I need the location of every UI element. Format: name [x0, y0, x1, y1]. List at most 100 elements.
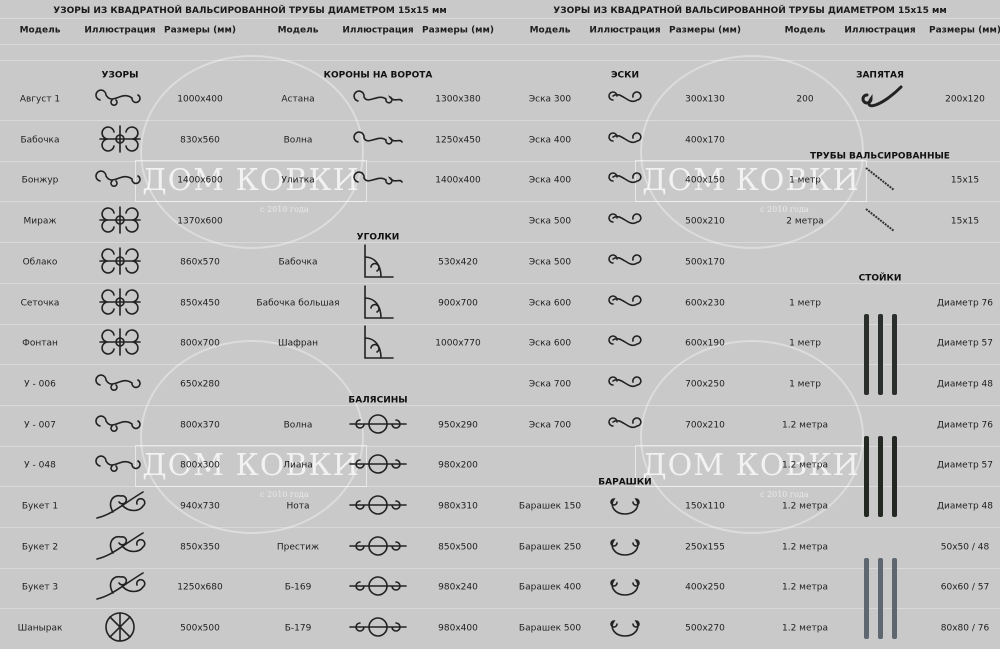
model-name: Бабочка большая: [256, 298, 340, 308]
row-divider: [0, 44, 500, 45]
table-title: УЗОРЫ ИЗ КВАДРАТНОЙ ВАЛЬСИРОВАННОЙ ТРУБЫ…: [553, 6, 947, 16]
row-divider: [500, 323, 1000, 325]
row-divider: [0, 282, 500, 284]
size-value: 500x270: [685, 623, 725, 634]
row-divider: [500, 18, 1000, 19]
column-header: Размеры (мм): [928, 25, 1000, 36]
model-name: Август 1: [19, 94, 61, 105]
crown-ornament-icon: [350, 87, 406, 113]
size-value: Диаметр 48: [937, 501, 993, 512]
size-value: 900x700: [438, 298, 478, 308]
size-value: 850x500: [438, 542, 478, 553]
model-name: Волна: [283, 135, 313, 146]
lattice-ornament-icon: [94, 244, 146, 282]
size-value: 60x60 / 57: [940, 582, 990, 593]
s-scroll-icon: [605, 414, 645, 438]
model-name: 1 метр: [789, 338, 821, 349]
watermark-logo-text: ДОМ КОВКИ: [635, 160, 867, 202]
model-name: Шафран: [278, 338, 318, 349]
size-value: 1300x380: [435, 94, 481, 105]
section-heading: КОРОНЫ НА ВОРОТА: [323, 70, 433, 81]
row-divider: [500, 608, 1000, 610]
size-value: 850x450: [180, 298, 220, 308]
model-name: 1.2 метра: [782, 420, 828, 431]
model-name: Б-169: [284, 582, 312, 593]
size-value: Диаметр 76: [937, 420, 993, 431]
size-value: 530x420: [438, 257, 478, 268]
baluster-icon: [348, 411, 408, 441]
size-value: 15x15: [950, 175, 980, 186]
model-name: Улитка: [281, 175, 315, 186]
section-heading: БАРАШКИ: [598, 477, 652, 488]
size-value: 250x155: [685, 542, 725, 553]
lattice-ornament-icon: [94, 203, 146, 241]
model-name: У - 048: [24, 460, 56, 471]
model-name: Бабочка: [20, 135, 60, 146]
s-scroll-icon: [605, 129, 645, 153]
model-name: Нота: [286, 501, 310, 512]
size-value: 150x110: [685, 501, 725, 512]
model-name: Букет 3: [21, 582, 59, 593]
size-value: Диаметр 48: [937, 379, 993, 390]
size-value: 200x120: [945, 94, 985, 105]
corner-icon: [361, 284, 395, 324]
size-value: 1400x600: [177, 175, 223, 186]
size-value: 300x130: [685, 94, 725, 105]
size-value: 15x15: [950, 216, 980, 227]
watermark-logo-text: ДОМ КОВКИ: [635, 445, 867, 487]
model-name: Мираж: [23, 216, 57, 227]
watermark-circle: [140, 55, 364, 249]
column-header: Размеры (мм): [163, 25, 237, 36]
model-name: Эска 400: [528, 135, 572, 146]
watermark-logo-text: ДОМ КОВКИ: [135, 160, 367, 202]
model-name: Барашек 500: [518, 623, 582, 634]
model-name: 1.2 метра: [782, 542, 828, 553]
model-name: Эска 500: [528, 257, 572, 268]
s-scroll-icon: [605, 292, 645, 316]
column-header: Иллюстрация: [844, 25, 916, 36]
section-heading: УГОЛКИ: [356, 232, 400, 243]
column-header: Иллюстрация: [342, 25, 414, 36]
baluster-icon: [348, 451, 408, 481]
size-value: 800x700: [180, 338, 220, 349]
row-divider: [500, 44, 1000, 45]
size-value: Диаметр 76: [937, 298, 993, 308]
size-value: Диаметр 57: [937, 338, 993, 349]
column-header: Модель: [277, 25, 319, 36]
post-galvanized-icon: [864, 557, 869, 640]
comma-scroll-icon: [857, 83, 903, 117]
model-name: Букет 1: [21, 501, 59, 512]
size-value: 1400x400: [435, 175, 481, 186]
post-galvanized-icon: [892, 557, 897, 640]
s-scroll-icon: [605, 373, 645, 397]
size-value: 500x170: [685, 257, 725, 268]
model-name: Барашек 150: [518, 501, 582, 512]
post-dark-icon: [878, 313, 883, 395]
model-name: 1.2 метра: [782, 460, 828, 471]
size-value: 980x240: [438, 582, 478, 593]
model-name: Бонжур: [21, 175, 59, 186]
size-value: 1250x450: [435, 135, 481, 146]
row-divider: [0, 18, 500, 19]
model-name: Фонтан: [22, 338, 58, 349]
model-name: 1.2 метра: [782, 623, 828, 634]
size-value: 700x250: [685, 379, 725, 390]
section-heading: ТРУБЫ ВАЛЬСИРОВАННЫЕ: [810, 151, 950, 162]
post-dark-icon: [892, 313, 897, 395]
model-name: 1 метр: [789, 379, 821, 390]
column-header: Модель: [784, 25, 826, 36]
size-value: 1370x600: [177, 216, 223, 227]
watermark-circle: [640, 340, 864, 534]
scroll-ornament-icon: [92, 412, 148, 440]
column-header: Размеры (мм): [421, 25, 495, 36]
bouquet-ornament-icon: [93, 529, 147, 567]
crown-ornament-icon: [350, 128, 406, 154]
right-table: ДОМ КОВКИ с 2010 года ДОМ КОВКИ с 2010 года…: [500, 0, 1000, 649]
baluster-icon: [348, 492, 408, 522]
model-name: Эска 400: [528, 175, 572, 186]
model-name: У - 007: [24, 420, 56, 431]
model-name: 1.2 метра: [782, 501, 828, 512]
size-value: 860x570: [180, 257, 220, 268]
size-value: 500x210: [685, 216, 725, 227]
